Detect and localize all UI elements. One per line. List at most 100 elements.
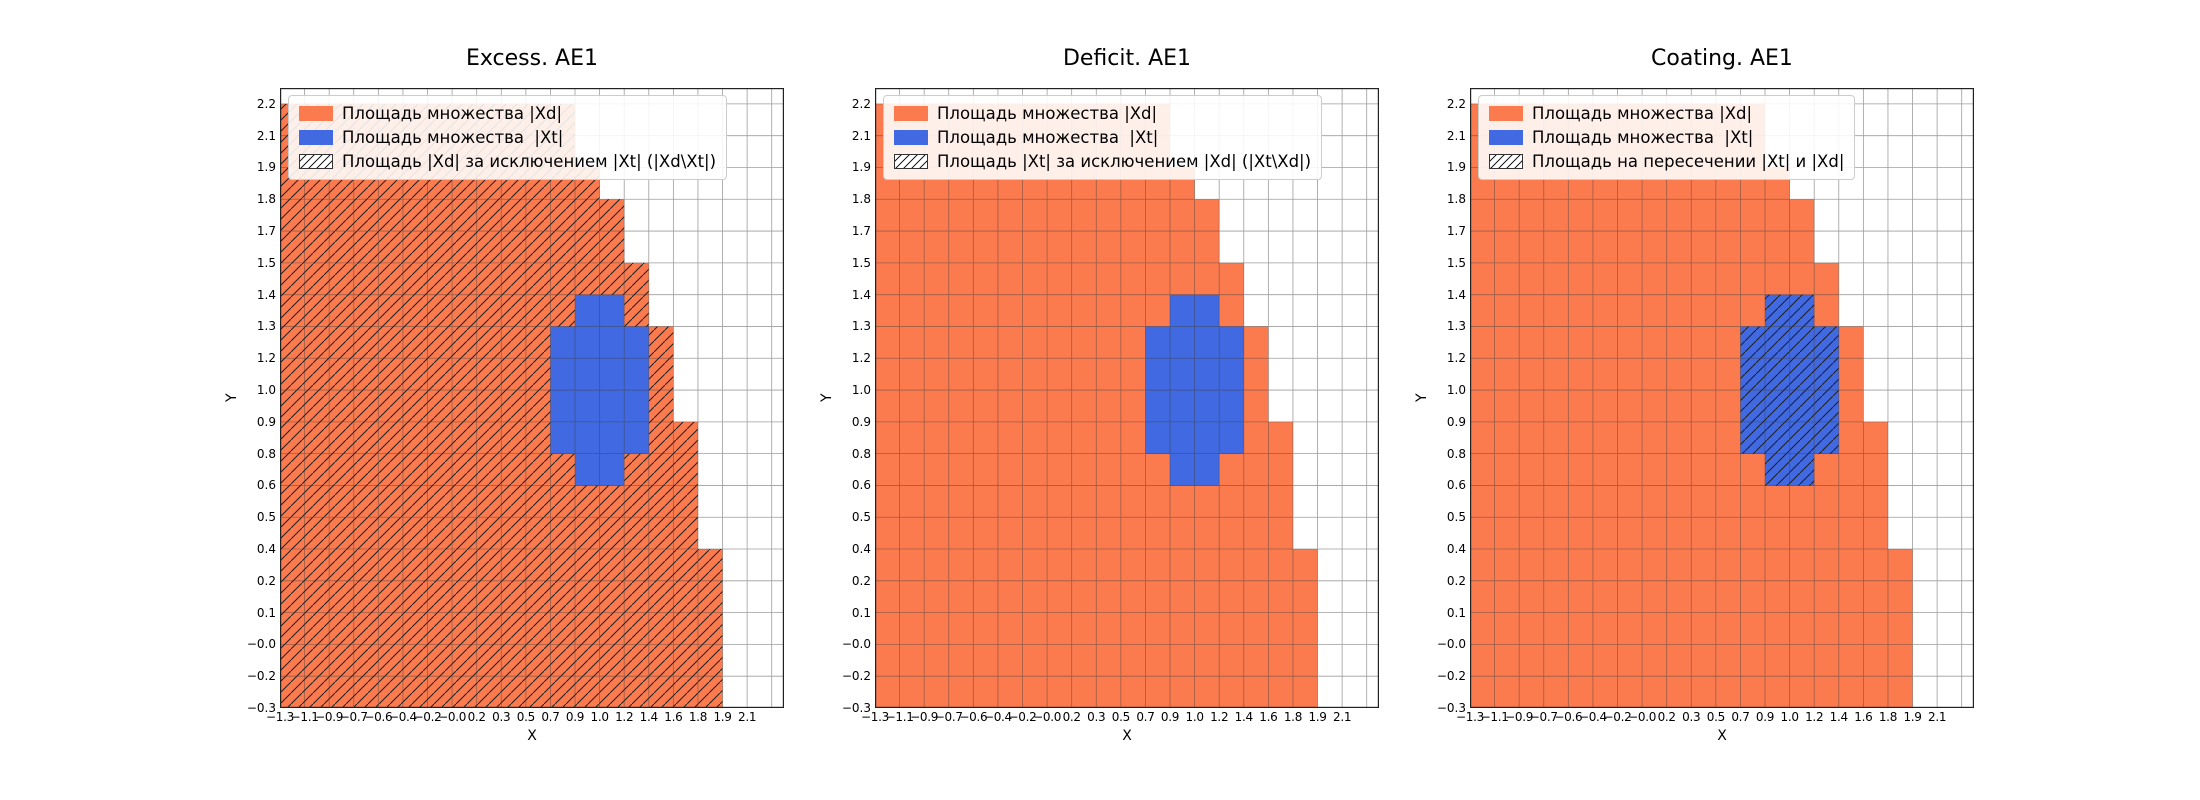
y-tick-label: 1.9 — [851, 160, 871, 175]
y-tick-label: 2.1 — [256, 128, 276, 143]
y-tick-label: 2.2 — [256, 96, 276, 111]
y-tick-label: 1.3 — [851, 319, 871, 334]
x-tick-label: 1.0 — [1780, 710, 1799, 724]
x-tick-label: −0.4 — [1578, 710, 1607, 724]
x-tick-labels: −1.3 −1.1 −0.9 −0.7 −0.6 −0.4 −0.2 −0.0 0.2 0.3 0.… — [266, 710, 784, 726]
x-tick-label: 0.2 — [1062, 710, 1081, 724]
legend-item-xd: Площадь множества |Xd| — [1489, 104, 1844, 123]
x-tick-label: −0.2 — [1008, 710, 1037, 724]
x-tick-label: 0.5 — [516, 710, 535, 724]
y-tick-label: −0.3 — [246, 701, 276, 715]
legend-label: Площадь множества |Xt| — [937, 128, 1159, 147]
y-tick-label: 1.7 — [1446, 224, 1466, 239]
y-tick-label: 1.4 — [256, 287, 276, 302]
legend-item-xt: Площадь множества |Xt| — [894, 128, 1311, 147]
y-tick-label: 1.5 — [851, 255, 871, 270]
y-tick-label: −0.2 — [1436, 669, 1466, 684]
y-tick-label: 1.8 — [1446, 192, 1466, 207]
x-tick-label: 1.4 — [639, 710, 658, 724]
x-tick-label: 0.9 — [1755, 710, 1775, 724]
legend-item-xt: Площадь множества |Xt| — [1489, 128, 1844, 147]
x-tick-label: −1.3 — [861, 710, 889, 724]
x-tick-label: −0.7 — [339, 710, 368, 724]
x-tick-label: −1.3 — [266, 710, 294, 724]
y-tick-label: 0.6 — [1446, 478, 1466, 493]
x-tick-label: 2.1 — [1928, 710, 1947, 724]
y-tick-label: 0.2 — [1446, 573, 1466, 588]
x-tick-label: −0.6 — [364, 710, 393, 724]
y-tick-label: 1.2 — [256, 351, 276, 366]
x-tick-label: 0.3 — [492, 710, 511, 724]
legend: Площадь множества |Xd| Площадь множества… — [1478, 95, 1856, 180]
xt-area-swatch-icon — [894, 130, 928, 145]
y-tick-label: −0.2 — [841, 669, 871, 684]
x-tick-label: −1.3 — [1456, 710, 1484, 724]
legend-label: Площадь множества |Xt| — [342, 128, 564, 147]
figure: Excess. AE1 Y 2.2 2.1 1.9 1.8 1.7 1.5 1.4 1.3 1.… — [224, 44, 1974, 750]
y-tick-label: 0.5 — [256, 510, 276, 525]
x-tick-label: −1.1 — [1480, 710, 1509, 724]
x-tick-label: 0.7 — [541, 710, 560, 724]
legend-item-xt: Площадь множества |Xt| — [299, 128, 716, 147]
x-tick-label: 0.3 — [1087, 710, 1106, 724]
subplot-title: Coating. AE1 — [1651, 46, 1793, 71]
x-tick-label: −0.6 — [959, 710, 988, 724]
xd-area-swatch-icon — [299, 106, 333, 121]
x-tick-label: 0.3 — [1682, 710, 1701, 724]
x-tick-label: −0.0 — [1033, 710, 1062, 724]
legend-label: Площадь множества |Xt| — [1532, 128, 1754, 147]
cells-grid — [1470, 88, 1974, 708]
cells-grid — [875, 88, 1379, 708]
xd-area-swatch-icon — [1489, 106, 1523, 121]
legend-label: Площадь множества |Xd| — [1532, 104, 1753, 123]
y-tick-label: 1.2 — [1446, 351, 1466, 366]
x-tick-label: 1.4 — [1234, 710, 1253, 724]
legend-item-xd: Площадь множества |Xd| — [299, 104, 716, 123]
y-tick-label: 1.8 — [851, 192, 871, 207]
x-tick-label: −0.4 — [983, 710, 1012, 724]
y-tick-label: 0.9 — [1446, 414, 1466, 429]
legend-label: Площадь |Xt| за исключением |Xd| (|Xt\Xd… — [937, 152, 1312, 171]
y-tick-label: 1.4 — [1446, 287, 1466, 302]
subplot-deficit: Deficit. AE1 Y 2.2 2.1 1.9 1.8 1.7 1.5 1.4 1.3 1… — [819, 44, 1381, 750]
x-tick-label: −0.0 — [1628, 710, 1657, 724]
x-tick-label: −0.9 — [910, 710, 939, 724]
x-tick-label: 1.4 — [1829, 710, 1848, 724]
hatched-area-swatch-icon — [1489, 154, 1523, 169]
x-tick-label: −0.4 — [388, 710, 417, 724]
legend: Площадь множества |Xd| Площадь множества… — [288, 95, 728, 180]
x-tick-label: −1.1 — [290, 710, 319, 724]
x-tick-label: 1.8 — [1878, 710, 1898, 724]
x-tick-label: 1.2 — [1805, 710, 1824, 724]
x-tick-label: 1.6 — [664, 710, 683, 724]
y-tick-label: 1.0 — [1446, 383, 1466, 398]
x-tick-label: 1.6 — [1259, 710, 1278, 724]
y-axis-label: Y — [224, 393, 240, 403]
y-tick-label: 1.9 — [1446, 160, 1466, 175]
y-tick-label: 2.1 — [1446, 128, 1466, 143]
x-tick-label: 0.5 — [1111, 710, 1130, 724]
x-tick-label: 1.0 — [590, 710, 609, 724]
x-tick-label: 0.2 — [467, 710, 486, 724]
x-tick-label: 1.0 — [1185, 710, 1204, 724]
x-tick-label: 0.7 — [1731, 710, 1750, 724]
y-tick-label: 2.2 — [851, 96, 871, 111]
subplot-title: Excess. AE1 — [465, 46, 599, 71]
y-tick-label: 1.2 — [851, 351, 871, 366]
y-tick-label: 1.7 — [851, 224, 871, 239]
x-tick-label: 0.7 — [1136, 710, 1155, 724]
y-tick-label: −0.0 — [841, 637, 871, 652]
y-axis-label: Y — [1414, 393, 1430, 403]
y-tick-label: 0.5 — [851, 510, 871, 525]
legend-label: Площадь множества |Xd| — [342, 104, 563, 123]
x-tick-label: −1.1 — [885, 710, 914, 724]
x-tick-label: 0.9 — [565, 710, 585, 724]
y-tick-label: 0.5 — [1446, 510, 1466, 525]
x-tick-labels: −1.3 −1.1 −0.9 −0.7 −0.6 −0.4 −0.2 −0.0 0.2 0.3 0.… — [861, 710, 1379, 726]
x-tick-label: 0.9 — [1160, 710, 1180, 724]
y-tick-label: 0.4 — [1446, 542, 1466, 557]
y-tick-label: 0.1 — [851, 605, 871, 620]
legend-item-hatch: Площадь |Xd| за исключением |Xt| (|Xd\Xt… — [299, 152, 716, 171]
y-tick-label: 1.0 — [851, 383, 871, 398]
y-tick-label: −0.0 — [1436, 637, 1466, 652]
